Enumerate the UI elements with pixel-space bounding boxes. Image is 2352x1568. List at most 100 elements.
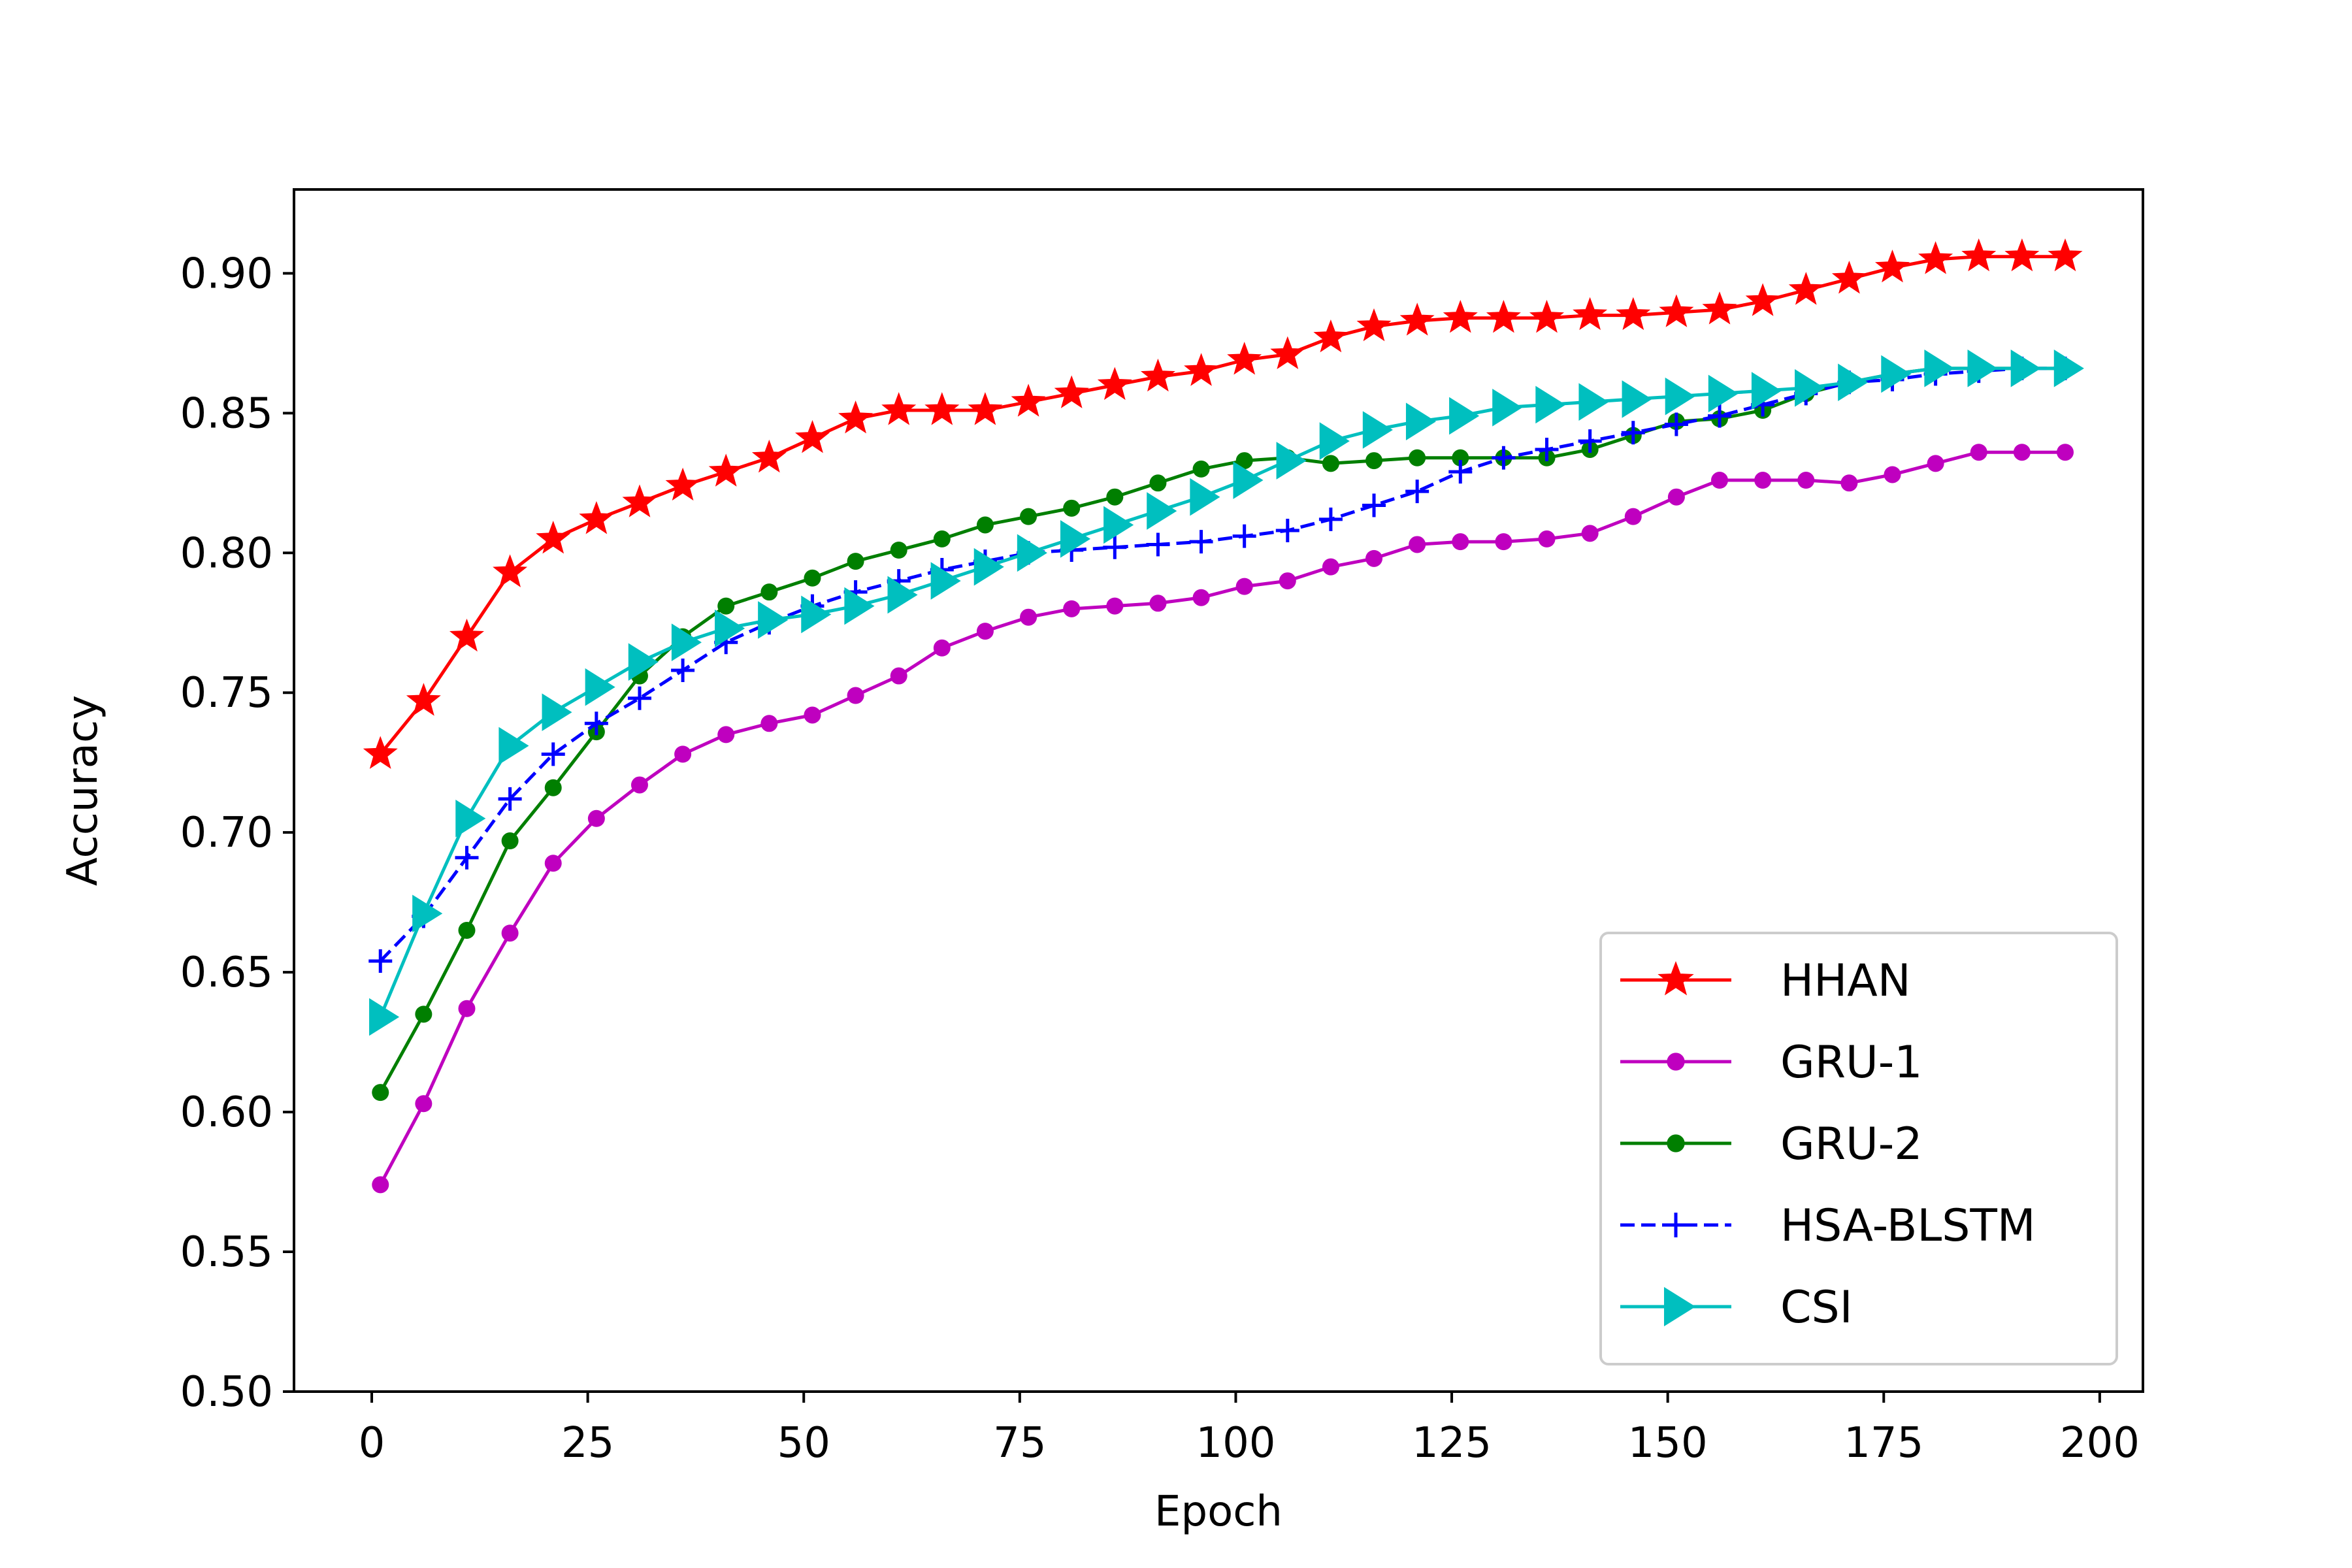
data-point-hhan bbox=[1573, 297, 1608, 331]
data-point-csi bbox=[1362, 411, 1393, 449]
y-tick-label: 0.90 bbox=[180, 250, 274, 298]
data-point-csi bbox=[628, 643, 659, 681]
data-point-hhan bbox=[579, 501, 614, 534]
data-point-gru-1 bbox=[1495, 533, 1512, 551]
data-point-gru-1 bbox=[1667, 488, 1685, 506]
data-point-gru-1 bbox=[1624, 508, 1642, 525]
x-tick-label: 100 bbox=[1196, 1419, 1275, 1467]
data-point-gru-2 bbox=[1063, 499, 1081, 517]
data-point-hhan bbox=[1443, 299, 1478, 333]
x-tick-label: 150 bbox=[1628, 1419, 1708, 1467]
data-point-hsa-blstm bbox=[541, 742, 565, 766]
data-point-gru-2 bbox=[1452, 449, 1469, 466]
data-point-gru-1 bbox=[415, 1095, 433, 1113]
series-line-gru-2 bbox=[379, 367, 2065, 1094]
data-point-gru-1 bbox=[1020, 608, 1037, 626]
data-point-gru-1 bbox=[544, 855, 562, 872]
series-gru-1 bbox=[372, 444, 2074, 1194]
data-point-hhan bbox=[1745, 283, 1780, 316]
data-point-gru-2 bbox=[847, 553, 864, 570]
x-tick-label: 125 bbox=[1412, 1419, 1492, 1467]
legend-item-gru-1: GRU-1 bbox=[1620, 1037, 1923, 1088]
data-point-csi bbox=[1449, 397, 1480, 435]
legend-label-csi: CSI bbox=[1780, 1282, 1853, 1333]
data-point-hsa-blstm bbox=[498, 787, 522, 811]
data-point-csi bbox=[498, 727, 529, 765]
data-point-gru-1 bbox=[1538, 530, 1556, 547]
data-point-csi bbox=[1622, 380, 1652, 418]
series-layer bbox=[363, 238, 2084, 1194]
series-line-csi bbox=[378, 367, 2065, 1018]
data-point-csi bbox=[542, 693, 572, 731]
data-point-hhan bbox=[1227, 342, 1262, 375]
data-point-gru-1 bbox=[1106, 597, 1124, 615]
data-point-hsa-blstm bbox=[1318, 507, 1343, 531]
data-point-gru-1 bbox=[1279, 572, 1296, 590]
x-tick-label: 200 bbox=[2060, 1419, 2140, 1467]
data-point-gru-1 bbox=[2013, 444, 2031, 461]
data-point-hhan bbox=[2004, 238, 2040, 272]
data-point-gru-1 bbox=[933, 639, 951, 657]
y-tick-label: 0.70 bbox=[180, 809, 274, 857]
data-point-hsa-blstm bbox=[1578, 429, 1602, 453]
data-point-hsa-blstm bbox=[455, 845, 479, 870]
data-point-hhan bbox=[1702, 291, 1737, 325]
data-point-gru-2 bbox=[1020, 508, 1037, 525]
data-point-hhan bbox=[1011, 384, 1046, 417]
data-point-csi bbox=[887, 576, 918, 614]
data-point-gru-2 bbox=[1322, 455, 1339, 472]
data-point-gru-2 bbox=[1106, 488, 1124, 506]
data-point-gru-1 bbox=[674, 745, 692, 763]
data-point-hsa-blstm bbox=[1362, 493, 1386, 517]
x-tick-label: 75 bbox=[993, 1419, 1046, 1467]
data-point-gru-1 bbox=[1754, 472, 1772, 489]
data-point-hhan bbox=[536, 521, 571, 554]
data-point-hhan bbox=[1270, 336, 1305, 370]
plot-area-frame bbox=[293, 188, 2144, 1393]
data-point-gru-1 bbox=[1235, 578, 1253, 595]
data-point-hhan bbox=[1054, 375, 1089, 408]
legend-label-hhan: HHAN bbox=[1780, 955, 1911, 1007]
data-point-gru-1 bbox=[630, 776, 648, 794]
data-point-gru-2 bbox=[1409, 449, 1426, 466]
data-point-csi bbox=[1233, 461, 1264, 499]
data-point-csi bbox=[1795, 369, 1825, 407]
data-point-hsa-blstm bbox=[1405, 480, 1429, 504]
data-point-csi bbox=[844, 587, 875, 625]
data-point-csi bbox=[758, 601, 789, 639]
x-tick-label: 175 bbox=[1844, 1419, 1923, 1467]
data-point-csi bbox=[1881, 355, 1912, 393]
data-point-hsa-blstm bbox=[1708, 404, 1732, 428]
data-point-csi bbox=[801, 595, 832, 634]
data-point-hsa-blstm bbox=[584, 711, 608, 736]
data-point-hsa-blstm bbox=[368, 949, 393, 973]
data-point-hhan bbox=[1788, 272, 1823, 305]
data-point-hhan bbox=[1486, 299, 1521, 333]
data-point-gru-1 bbox=[1581, 525, 1599, 542]
data-point-gru-1 bbox=[1840, 474, 1858, 492]
data-point-csi bbox=[1405, 402, 1437, 440]
data-point-hhan bbox=[2048, 238, 2083, 272]
data-point-gru-1 bbox=[1409, 536, 1426, 553]
data-point-gru-2 bbox=[890, 542, 907, 559]
data-point-gru-2 bbox=[372, 1084, 389, 1102]
data-point-gru-1 bbox=[1149, 595, 1167, 612]
data-point-hhan bbox=[1399, 302, 1435, 336]
data-point-gru-2 bbox=[544, 779, 562, 796]
data-point-csi bbox=[412, 894, 443, 933]
data-point-csi bbox=[1190, 478, 1220, 516]
data-point-csi bbox=[1017, 534, 1047, 572]
data-point-csi bbox=[1665, 377, 1695, 416]
data-point-gru-1 bbox=[1797, 472, 1815, 489]
data-point-csi bbox=[2010, 350, 2041, 387]
legend-marker-hhan bbox=[1658, 960, 1694, 996]
axes-layer: 0 25 50 75 100 125 150 175 200 0.50 0.55 0.60 0.65 0.… bbox=[180, 250, 2140, 1467]
data-point-hhan bbox=[1184, 353, 1219, 386]
data-point-gru-2 bbox=[458, 921, 476, 939]
data-point-csi bbox=[1578, 383, 1609, 421]
data-point-hhan bbox=[665, 467, 700, 501]
legend-label-gru-1: GRU-1 bbox=[1780, 1037, 1923, 1088]
data-point-gru-1 bbox=[587, 809, 605, 827]
data-point-gru-1 bbox=[890, 667, 907, 685]
series-line-hsa-blstm bbox=[379, 367, 2065, 962]
